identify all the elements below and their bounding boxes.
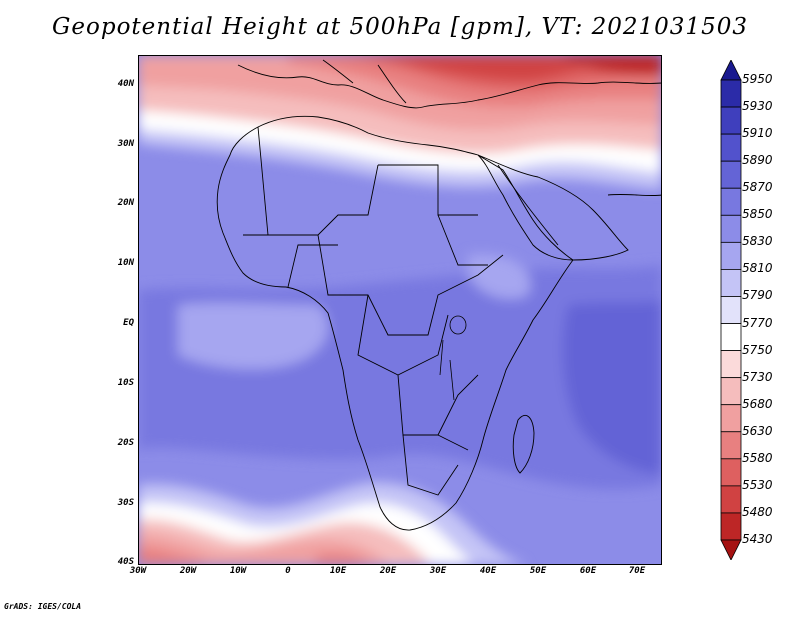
- lat-label-20S: 20S: [117, 438, 134, 448]
- colorbar-box: [720, 133, 742, 162]
- colorbar-label: 5730: [742, 369, 773, 384]
- colorbar-box: [720, 241, 742, 270]
- lat-label-EQ: EQ: [123, 318, 134, 328]
- colorbar-label: 5850: [742, 207, 773, 222]
- lat-label-40S: 40S: [117, 557, 134, 567]
- band-5810-east: [468, 254, 531, 299]
- lat-label-20N: 20N: [117, 198, 134, 208]
- colorbar-label: 5480: [742, 504, 773, 519]
- colorbar-arrow-bottom: [720, 539, 742, 560]
- geopotential-map: [138, 55, 662, 565]
- lon-label-50E: 50E: [529, 566, 547, 576]
- colorbar-label: 5750: [742, 342, 773, 357]
- colorbar-label: 5870: [742, 180, 773, 195]
- colorbar-arrow-top: [720, 60, 742, 81]
- colorbar: [720, 60, 742, 560]
- lon-label-60E: 60E: [579, 566, 597, 576]
- colorbar-box: [720, 269, 742, 297]
- colorbar-label: 5430: [742, 532, 773, 546]
- lon-label-70E: 70E: [628, 566, 646, 576]
- colorbar-box: [720, 187, 742, 216]
- lat-label-30S: 30S: [117, 498, 134, 508]
- lon-label-30W: 30W: [129, 566, 147, 576]
- colorbar-label: 5910: [742, 126, 773, 141]
- colorbar-box: [720, 214, 742, 243]
- band-5480: [558, 55, 662, 76]
- colorbar-label: 5680: [742, 396, 773, 411]
- colorbar-box: [720, 323, 742, 351]
- colorbar-label: 5810: [742, 261, 773, 276]
- colorbar-label: 5790: [742, 288, 773, 303]
- south-5630-b: [313, 553, 370, 565]
- lat-label-40N: 40N: [117, 79, 134, 89]
- colorbar-box: [720, 350, 742, 379]
- colorbar-label: 5950: [742, 72, 773, 86]
- lakes: [439, 315, 467, 401]
- colorbar-box: [720, 296, 742, 324]
- colorbar-box: [720, 458, 742, 487]
- colorbar-box: [720, 106, 742, 135]
- coastlines: [216, 59, 662, 531]
- lon-label-40E: 40E: [479, 566, 497, 576]
- south-5630: [138, 547, 208, 565]
- lon-label-10W: 10W: [229, 566, 247, 576]
- band-5830-west: [178, 302, 328, 370]
- band-5530: [348, 55, 608, 80]
- lat-label-10S: 10S: [117, 378, 134, 388]
- lon-label-10E: 10E: [329, 566, 347, 576]
- colorbar-box: [720, 377, 742, 406]
- lon-label-20W: 20W: [179, 566, 197, 576]
- colorbar-box: [720, 431, 742, 460]
- colorbar-box: [720, 160, 742, 189]
- colorbar-box: [720, 79, 742, 108]
- colorbar-label: 5630: [742, 423, 773, 438]
- lat-label-10N: 10N: [117, 258, 134, 268]
- map-frame: [138, 55, 662, 565]
- colorbar-label: 5830: [742, 234, 773, 249]
- lat-label-30N: 30N: [117, 139, 134, 149]
- colorbar-label: 5770: [742, 315, 773, 330]
- colorbar-box: [720, 485, 742, 514]
- colorbar-box: [720, 512, 742, 541]
- map-title: Geopotential Height at 500hPa [gpm], VT:…: [52, 14, 748, 40]
- lon-label-0: 0: [285, 566, 291, 576]
- lon-label-30E: 30E: [429, 566, 447, 576]
- colorbar-box: [720, 404, 742, 433]
- colorbar-label: 5890: [742, 153, 773, 168]
- colorbar-label: 5580: [742, 450, 773, 465]
- footer-credit: GrADS: IGES/COLA: [4, 602, 82, 611]
- lon-label-20E: 20E: [379, 566, 397, 576]
- colorbar-label: 5530: [742, 477, 773, 492]
- band-5870: [562, 300, 662, 475]
- colorbar-label: 5930: [742, 99, 773, 114]
